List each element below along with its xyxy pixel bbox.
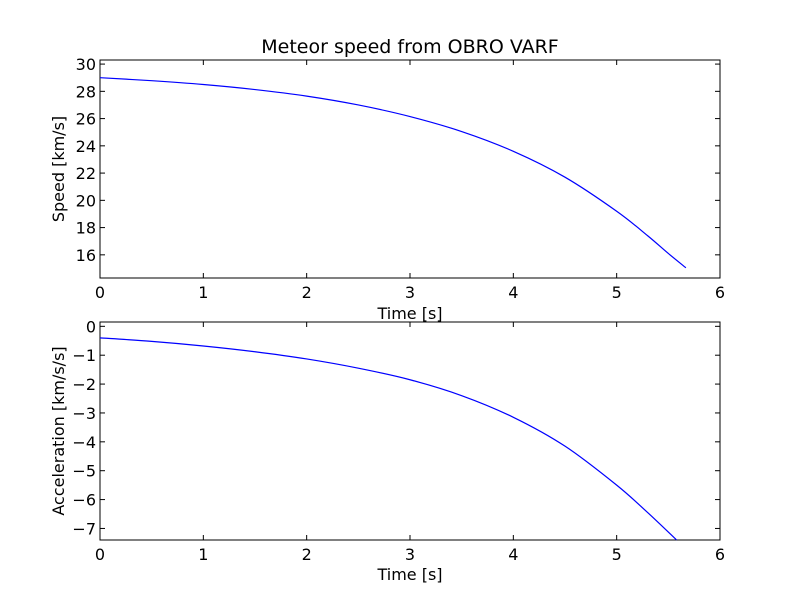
acceleration-x-tick-label: 6 [715,545,725,564]
speed-x-tick-label: 2 [302,283,312,302]
acceleration-y-tick-label: −2 [72,375,96,394]
acceleration-x-tick-label: 1 [198,545,208,564]
acceleration-y-tick-label: −5 [72,462,96,481]
speed-y-ticks: 16 18 20 22 24 26 28 30 [76,55,720,265]
speed-y-tick-label: 26 [76,110,96,129]
speed-y-tick-label: 24 [76,137,96,156]
speed-x-axis-label: Time [s] [376,304,442,323]
speed-x-tick-label: 3 [405,283,415,302]
speed-x-tick-label: 1 [198,283,208,302]
speed-plot-frame [99,59,721,279]
speed-series-line [99,77,687,269]
chart-title: Meteor speed from OBRO VARF [261,36,559,58]
acceleration-subplot: 0 1 2 3 4 5 6 0 −1 −2 −3 −4 −5 −6 −7 Time [s] Acceler… [49,317,725,584]
speed-x-tick-label: 0 [95,283,105,302]
acceleration-x-axis-label: Time [s] [376,565,442,584]
acceleration-y-tick-label: −7 [72,519,96,538]
speed-subplot: 0 1 2 3 4 5 6 16 18 20 22 24 26 28 30 Time [s] Speed … [49,55,725,323]
speed-y-tick-label: 20 [76,191,96,210]
acceleration-y-tick-label: −4 [72,433,96,452]
acceleration-x-tick-label: 4 [508,545,518,564]
speed-x-tick-label: 5 [612,283,622,302]
speed-y-axis-label: Speed [km/s] [49,116,68,222]
acceleration-x-tick-label: 0 [95,545,105,564]
speed-y-tick-label: 18 [76,219,96,238]
speed-x-tick-label: 6 [715,283,725,302]
acceleration-x-tick-label: 3 [405,545,415,564]
acceleration-y-tick-label: 0 [86,317,96,336]
acceleration-x-ticks: 0 1 2 3 4 5 6 [95,322,725,564]
acceleration-y-axis-label: Acceleration [km/s/s] [49,346,68,515]
acceleration-x-tick-label: 5 [612,545,622,564]
acceleration-y-ticks: 0 −1 −2 −3 −4 −5 −6 −7 [72,317,720,538]
acceleration-y-tick-label: −1 [72,346,96,365]
speed-y-tick-label: 16 [76,246,96,265]
speed-x-ticks: 0 1 2 3 4 5 6 [95,60,725,302]
speed-y-tick-label: 22 [76,164,96,183]
acceleration-plot-frame [99,321,721,541]
speed-y-tick-label: 30 [76,55,96,74]
acceleration-x-tick-label: 2 [302,545,312,564]
speed-x-tick-label: 4 [508,283,518,302]
acceleration-y-tick-label: −6 [72,491,96,510]
acceleration-series-line [99,337,678,541]
speed-y-tick-label: 28 [76,82,96,101]
acceleration-y-tick-label: −3 [72,404,96,423]
